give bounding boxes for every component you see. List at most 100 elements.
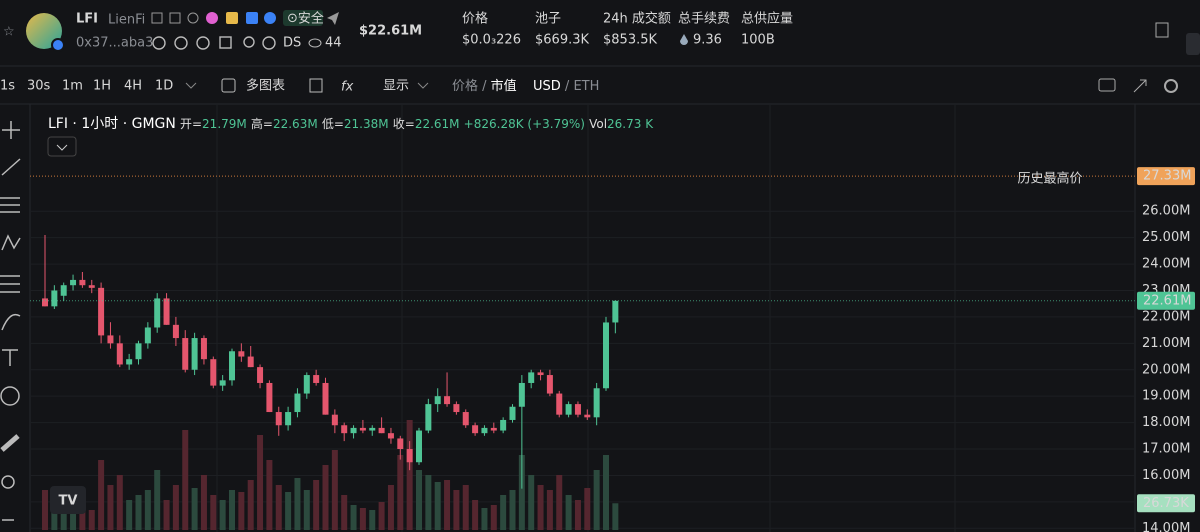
fib-tool[interactable]	[0, 197, 20, 213]
candle-body	[537, 372, 544, 376]
volume-bar	[154, 470, 161, 530]
camera-icon[interactable]	[1098, 78, 1116, 92]
volume-bar	[453, 490, 460, 530]
mcap-opt[interactable]: 市值	[491, 78, 517, 94]
ath-tag	[1137, 167, 1195, 186]
candle-body	[163, 298, 170, 325]
stat-value: $0.0₃226	[462, 33, 521, 48]
news-icon[interactable]	[219, 36, 232, 49]
volume-bar	[163, 500, 170, 530]
copy-icon[interactable]	[169, 12, 181, 24]
fullscreen-icon[interactable]	[1133, 79, 1147, 93]
multi-chart[interactable]: 多图表	[246, 78, 285, 94]
volume-bar	[556, 475, 563, 530]
volume-bar	[612, 503, 619, 530]
twitter-icon[interactable]	[246, 12, 258, 24]
candle-body	[490, 427, 497, 431]
fire-icon[interactable]	[206, 12, 218, 24]
interval[interactable]: 30s	[27, 79, 51, 94]
candle-body	[565, 404, 572, 415]
share-icon[interactable]	[187, 12, 199, 24]
people-icon[interactable]	[226, 12, 238, 24]
volume-bar	[378, 502, 385, 530]
user-icon[interactable]	[152, 36, 166, 50]
address[interactable]: 0x37...aba3	[76, 36, 153, 51]
text-tool[interactable]	[2, 349, 18, 366]
usd-opt[interactable]: USD	[533, 79, 561, 94]
candle-body	[472, 425, 479, 434]
volume-bar	[144, 490, 151, 530]
candle-body	[593, 388, 600, 418]
stat-value: $669.3K	[535, 33, 589, 48]
interval[interactable]: 1H	[93, 79, 111, 94]
safe-text: ⊙安全	[287, 10, 324, 26]
volume-bar	[406, 420, 413, 530]
projection-tool[interactable]	[0, 275, 20, 293]
display-chevron[interactable]	[417, 82, 429, 89]
indicator-icon[interactable]	[309, 78, 323, 93]
tv-logo[interactable]	[50, 486, 86, 514]
star-icon[interactable]: ☆	[3, 25, 15, 40]
minus-icon[interactable]	[196, 36, 210, 50]
fx-icon[interactable]: fx	[341, 80, 354, 95]
watchers: 44	[325, 36, 342, 51]
display[interactable]: 显示	[383, 79, 409, 94]
search-icon[interactable]	[243, 36, 255, 48]
volume-bar	[294, 478, 301, 530]
volume-bar	[518, 455, 525, 530]
panel-toggle[interactable]	[1155, 22, 1169, 38]
candle-body	[434, 396, 441, 405]
y-tick-label: 24.00M	[1142, 257, 1190, 272]
market-cap: $22.61M	[359, 24, 422, 39]
emoji-tool[interactable]	[0, 386, 20, 406]
interval[interactable]: 4H	[124, 79, 142, 94]
web-icon[interactable]	[264, 12, 276, 24]
legend-vol-key: Vol	[589, 117, 607, 131]
zoom-tool[interactable]	[1, 475, 15, 489]
candle-body	[546, 375, 553, 394]
eth-opt[interactable]: ETH	[573, 79, 599, 94]
currency-toggle[interactable]: USD / ETH	[533, 79, 599, 94]
legend-collapse[interactable]	[47, 136, 77, 157]
volume-bar	[116, 475, 123, 530]
globe-icon[interactable]	[174, 36, 188, 50]
candle-body	[60, 285, 67, 296]
interval[interactable]: 1m	[62, 79, 83, 94]
y-tick-label: 14.00M	[1142, 521, 1190, 532]
volume-bar	[350, 505, 357, 530]
volume-bar	[500, 495, 507, 530]
candle-body	[285, 412, 292, 426]
telegram-icon[interactable]	[327, 12, 339, 25]
intervals: 1s 30s 1m 1H 4H 1D	[0, 79, 173, 94]
volume-bar	[574, 500, 581, 530]
settings-icon[interactable]	[1164, 79, 1178, 93]
edit-icon[interactable]	[151, 12, 163, 24]
volume-bar	[200, 475, 207, 530]
price-opt[interactable]: 价格	[452, 78, 478, 94]
interval[interactable]: 1s	[0, 79, 15, 94]
candle-body	[528, 372, 535, 383]
extra-icon[interactable]	[262, 36, 276, 50]
volume-bar	[238, 492, 245, 530]
legend-chevron[interactable]	[56, 144, 68, 151]
line-tool[interactable]	[1, 158, 21, 176]
stat-value: 9.36	[693, 33, 722, 48]
pattern-tool[interactable]	[1, 234, 21, 251]
ds-link[interactable]: DS	[283, 36, 301, 51]
side-tab[interactable]	[1186, 33, 1200, 55]
candle-body	[341, 425, 348, 434]
volume-bar	[369, 510, 376, 530]
candle-body	[612, 300, 619, 323]
multi-checkbox[interactable]	[221, 78, 236, 93]
crosshair-tool[interactable]	[2, 121, 20, 139]
ruler-tool[interactable]	[0, 434, 20, 452]
price-toggle[interactable]: 价格 / 市值	[452, 78, 517, 94]
volume-bar	[79, 512, 86, 530]
candle-body	[397, 438, 404, 450]
volume-bar	[584, 488, 591, 530]
candle-body	[257, 367, 264, 383]
interval[interactable]: 1D	[155, 79, 173, 94]
interval-chevron[interactable]	[185, 82, 197, 89]
brush-tool[interactable]	[1, 313, 21, 331]
volume-bar	[51, 502, 58, 530]
